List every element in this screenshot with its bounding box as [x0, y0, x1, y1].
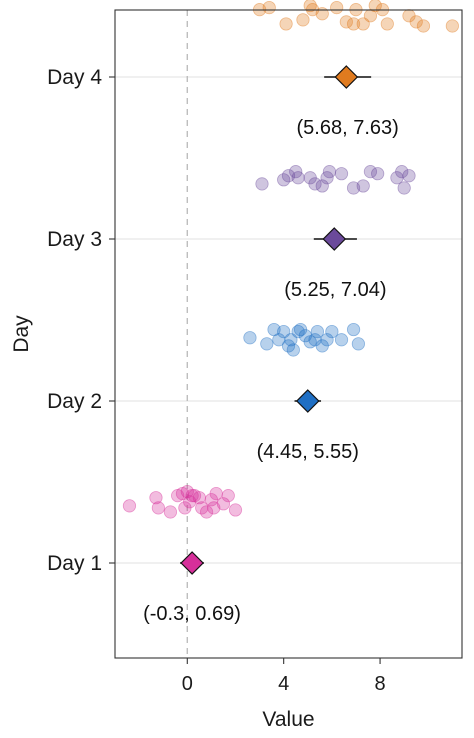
- data-point-day-2-8: [291, 324, 305, 339]
- data-point-day-3-11: [346, 181, 361, 195]
- data-point-day-3-7: [315, 179, 329, 193]
- data-point-day-3-18: [402, 169, 416, 183]
- data-point-day-2-18: [346, 322, 361, 337]
- estimate-diamond-day-4: [334, 65, 359, 89]
- data-point-day-2-14: [315, 339, 329, 353]
- data-point-day-4-19: [445, 19, 459, 33]
- y-axis-title: Day: [10, 315, 33, 353]
- data-point-day-1-3: [163, 505, 178, 519]
- data-point-day-4-18: [416, 19, 431, 33]
- y-tick-label-day-1: Day 1: [47, 552, 102, 575]
- data-point-day-3-3: [289, 165, 303, 179]
- ci-label-day-4: (5.68, 7.63): [297, 117, 399, 139]
- data-point-day-1-14: [204, 493, 218, 507]
- data-point-day-3-13: [363, 165, 378, 179]
- data-point-day-4-13: [368, 0, 382, 13]
- data-point-day-3-1: [277, 173, 291, 187]
- data-point-day-4-6: [315, 7, 329, 21]
- x-tick-label-0: 0: [182, 673, 193, 695]
- data-point-day-2-4: [277, 324, 291, 339]
- data-point-day-1-8: [183, 495, 197, 509]
- ci-labels: (-0.3, 0.69) (4.45, 5.55) (5.25, 7.04) (5.6…: [143, 117, 399, 625]
- data-point-day-2-5: [281, 339, 296, 353]
- estimate-diamond-day-3: [322, 227, 347, 251]
- data-point-day-4-11: [356, 17, 370, 31]
- y-axis: Day 1 Day 2 Day 3 Day 4: [47, 66, 115, 575]
- data-point-day-2-1: [260, 337, 274, 351]
- data-point-day-1-1: [149, 491, 163, 505]
- data-point-day-2-9: [293, 322, 308, 337]
- data-point-day-3-17: [397, 181, 411, 195]
- data-point-day-3-5: [303, 171, 317, 185]
- data-point-day-2-10: [298, 329, 312, 343]
- data-point-day-3-6: [308, 177, 322, 191]
- data-point-day-2-7: [286, 343, 300, 357]
- data-point-day-1-5: [175, 486, 190, 501]
- data-point-day-1-12: [195, 501, 209, 515]
- data-point-day-2-11: [303, 335, 317, 349]
- data-point-day-2-16: [325, 324, 339, 339]
- estimate-diamond-day-1: [180, 551, 204, 575]
- data-point-day-1-16: [209, 486, 223, 501]
- panel-border: [114, 9, 463, 659]
- data-point-day-3-0: [255, 177, 269, 191]
- data-point-day-1-17: [216, 497, 231, 511]
- ci-label-day-3: (5.25, 7.04): [284, 279, 386, 301]
- ci-label-day-1: (-0.3, 0.69): [143, 603, 241, 625]
- data-point-day-1-0: [122, 499, 137, 513]
- x-axis-title: Value: [262, 708, 314, 731]
- gridlines: [115, 76, 462, 564]
- data-point-day-4-7: [330, 0, 344, 15]
- data-point-day-3-12: [356, 179, 370, 193]
- data-point-day-1-4: [171, 489, 185, 503]
- data-point-day-2-12: [308, 333, 322, 347]
- raw-points: [122, 0, 459, 519]
- data-point-day-2-3: [272, 333, 286, 347]
- data-point-day-3-16: [395, 165, 409, 179]
- data-point-day-3-14: [371, 167, 385, 181]
- y-tick-label-day-4: Day 4: [47, 66, 102, 89]
- data-point-day-1-10: [187, 489, 202, 503]
- summary-estimates: [180, 65, 372, 575]
- data-point-day-1-15: [207, 501, 221, 515]
- data-point-day-1-6: [178, 501, 192, 515]
- data-point-day-1-2: [151, 501, 165, 515]
- data-point-day-1-19: [228, 503, 243, 517]
- data-point-day-3-8: [320, 171, 334, 185]
- data-point-day-1-18: [221, 489, 235, 503]
- data-point-day-3-15: [390, 171, 404, 185]
- data-point-day-4-2: [279, 17, 293, 31]
- data-point-day-2-19: [351, 337, 365, 351]
- data-point-day-2-0: [243, 331, 257, 345]
- x-axis: 0 4 8: [182, 658, 386, 695]
- data-point-day-4-4: [303, 0, 317, 13]
- data-point-day-1-13: [199, 505, 214, 519]
- data-point-day-3-4: [291, 171, 305, 185]
- data-point-day-4-17: [409, 15, 423, 29]
- data-point-day-2-15: [320, 333, 334, 347]
- data-point-day-2-6: [284, 333, 298, 347]
- data-point-day-3-9: [322, 165, 337, 179]
- data-point-day-1-9: [185, 489, 199, 503]
- data-point-day-2-2: [267, 322, 281, 337]
- y-tick-label-day-3: Day 3: [47, 228, 102, 251]
- x-tick-label-4: 4: [278, 673, 289, 695]
- data-point-day-3-2: [281, 169, 296, 183]
- ci-label-day-2: (4.45, 5.55): [257, 441, 359, 463]
- data-point-day-1-11: [192, 491, 206, 505]
- data-point-day-4-1: [262, 0, 276, 15]
- data-point-day-4-9: [346, 17, 361, 31]
- data-point-day-2-13: [310, 324, 325, 339]
- estimate-diamond-day-2: [295, 389, 320, 413]
- y-tick-label-day-2: Day 2: [47, 390, 102, 413]
- data-point-day-4-3: [296, 13, 310, 27]
- data-point-day-3-10: [334, 167, 349, 181]
- data-point-day-4-8: [339, 15, 353, 29]
- data-point-day-1-7: [180, 484, 194, 499]
- x-tick-label-8: 8: [375, 673, 386, 695]
- data-point-day-4-15: [380, 17, 394, 31]
- data-point-day-2-17: [334, 333, 349, 347]
